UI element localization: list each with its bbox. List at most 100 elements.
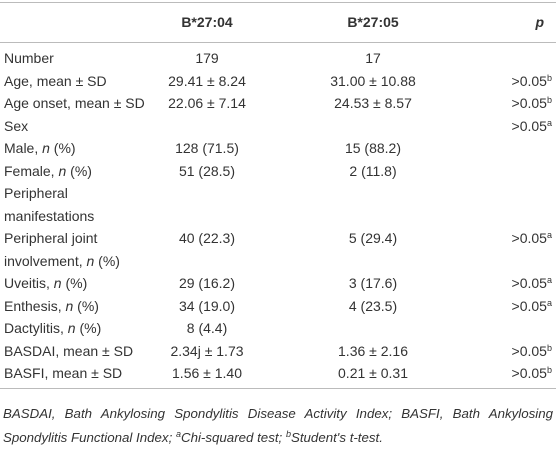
cell-text: 179 — [195, 50, 219, 66]
footnote-text: Student's t-test. — [290, 429, 383, 445]
header-cell: p — [535, 14, 544, 31]
row-label: BASDAI, mean ± SD — [0, 340, 150, 363]
table-row: Male, n (%) 128 (71.5) 15 (88.2) — [0, 137, 556, 160]
label-text: (%) — [94, 252, 120, 269]
p-superscript: b — [546, 72, 552, 83]
row-label: Number — [0, 43, 150, 70]
row-label: Dactylitis, n (%) — [0, 317, 150, 340]
label-text: Peripheral joint involvement, — [4, 230, 98, 269]
label-italic: n — [67, 320, 76, 336]
value-cell: 29.41 ± 8.24 — [150, 70, 264, 93]
row-label: Enthesis, n (%) — [0, 295, 150, 318]
cell-text: 29.41 ± 8.24 — [168, 72, 246, 89]
label-text: Male, — [4, 140, 43, 156]
row-label: BASFI, mean ± SD — [0, 362, 150, 388]
label-text: BASDAI, mean ± SD — [4, 342, 134, 359]
data-table: B*27:04 B*27:05 p Number 179 17 Age, mean ±… — [0, 2, 556, 389]
p-cell: >0.05a — [482, 227, 556, 272]
label-text: Number — [4, 50, 54, 66]
p-text: >0.05 — [511, 72, 547, 89]
p-cell — [482, 182, 556, 227]
footnote-mark: a — [175, 428, 181, 439]
p-cell — [482, 160, 556, 183]
cell-text: 0.21 ± 0.31 — [338, 365, 408, 381]
label-text: Uveitis, — [4, 275, 54, 291]
value-cell: 128 (71.5) — [150, 137, 264, 160]
label-text: (%) — [75, 320, 102, 336]
value-cell: 1.56 ± 1.40 — [150, 362, 264, 388]
row-label: Male, n (%) — [0, 137, 150, 160]
value-cell: 179 — [150, 43, 264, 70]
p-superscript: b — [546, 95, 552, 105]
label-text: Enthesis, — [4, 297, 66, 314]
cell-text: 8 (4.4) — [186, 320, 228, 336]
cell-text: 128 (71.5) — [175, 140, 239, 156]
cell-text: 17 — [365, 50, 381, 66]
label-italic: n — [42, 140, 50, 156]
table-row: Female, n (%) 51 (28.5) 2 (11.8) — [0, 160, 556, 183]
value-cell: 0.21 ± 0.31 — [264, 362, 482, 388]
value-cell: 3 (17.6) — [264, 272, 482, 295]
label-text: Peripheral manifestations — [4, 185, 95, 224]
cell-text: 5 (29.4) — [348, 230, 398, 246]
p-superscript: a — [546, 117, 552, 128]
value-cell — [150, 115, 264, 138]
value-cell: 8 (4.4) — [150, 317, 264, 340]
table-row: Sex >0.05a — [0, 115, 556, 138]
table-body: Number 179 17 Age, mean ± SD 29.41 ± 8.24 31.… — [0, 43, 556, 388]
p-text: >0.05 — [511, 230, 547, 246]
value-cell: 51 (28.5) — [150, 160, 264, 183]
value-cell: 17 — [264, 43, 482, 70]
cell-text: 40 (22.3) — [178, 230, 236, 246]
footnote-text: BASDAI, Bath Ankylosing Spondylitis Dise… — [3, 405, 553, 445]
table-row: BASDAI, mean ± SD 2.34j ± 1.73 1.36 ± 2.16… — [0, 340, 556, 363]
value-cell: 34 (19.0) — [150, 295, 264, 318]
row-label: Age onset, mean ± SD — [0, 92, 150, 115]
label-text: (%) — [49, 140, 76, 156]
label-text: Age onset, mean ± SD — [4, 95, 145, 111]
p-cell — [482, 317, 556, 340]
label-text: Dactylitis, — [4, 320, 68, 336]
value-cell: 24.53 ± 8.57 — [264, 92, 482, 115]
p-cell: >0.05b — [482, 340, 556, 363]
p-cell — [482, 137, 556, 160]
cell-text: 1.36 ± 2.16 — [338, 342, 408, 359]
p-cell: >0.05a — [482, 272, 556, 295]
value-cell: 1.36 ± 2.16 — [264, 340, 482, 363]
value-cell: 2.34j ± 1.73 — [150, 340, 264, 363]
p-superscript: b — [546, 342, 552, 353]
label-italic: n — [58, 162, 67, 179]
cell-text: 29 (16.2) — [178, 275, 236, 291]
table-row: Peripheral joint involvement, n (%) 40 (2… — [0, 227, 556, 272]
value-cell: 31.00 ± 10.88 — [264, 70, 482, 93]
p-cell — [482, 43, 556, 70]
p-cell: >0.05b — [482, 70, 556, 93]
row-label: Female, n (%) — [0, 160, 150, 183]
label-italic: n — [53, 275, 62, 291]
cell-text: 1.56 ± 1.40 — [172, 365, 242, 381]
value-cell — [150, 182, 264, 227]
value-cell: 4 (23.5) — [264, 295, 482, 318]
label-text: Female, — [4, 162, 59, 179]
p-superscript: a — [546, 230, 552, 240]
table-row: BASFI, mean ± SD 1.56 ± 1.40 0.21 ± 0.31 >0… — [0, 362, 556, 388]
p-text: >0.05 — [511, 297, 547, 314]
table-row: Dactylitis, n (%) 8 (4.4) — [0, 317, 556, 340]
table-header: B*27:04 B*27:05 p — [0, 2, 556, 43]
p-text: >0.05 — [511, 95, 547, 111]
value-cell: 22.06 ± 7.14 — [150, 92, 264, 115]
label-text: Sex — [4, 117, 29, 134]
row-label: Age, mean ± SD — [0, 70, 150, 93]
cell-text: 2 (11.8) — [349, 162, 397, 179]
value-cell — [264, 115, 482, 138]
footnote-text: Chi-squared test; — [180, 429, 283, 445]
cell-text: 4 (23.5) — [348, 297, 398, 314]
table-row: Number 179 17 — [0, 43, 556, 70]
table-row: Age, mean ± SD 29.41 ± 8.24 31.00 ± 10.88 >… — [0, 70, 556, 93]
value-cell — [264, 182, 482, 227]
table-row: Uveitis, n (%) 29 (16.2) 3 (17.6) >0.05a — [0, 272, 556, 295]
value-cell: 29 (16.2) — [150, 272, 264, 295]
cell-text: 3 (17.6) — [348, 275, 398, 291]
value-cell — [264, 317, 482, 340]
p-cell: >0.05a — [482, 115, 556, 138]
